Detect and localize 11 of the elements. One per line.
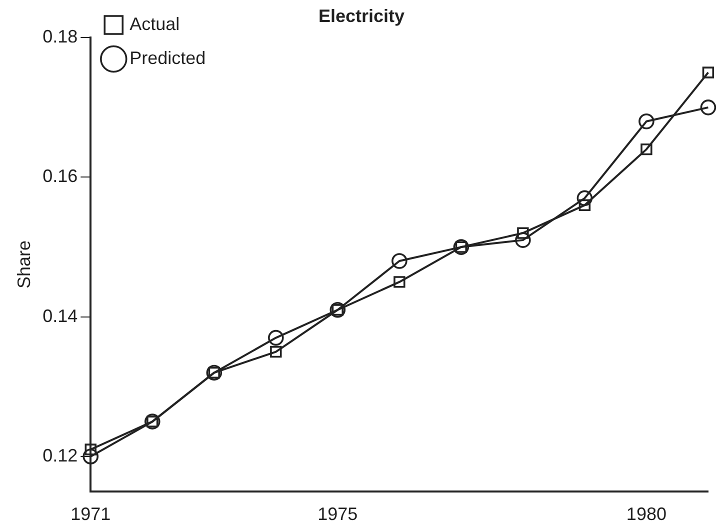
y-tick-label: 0.12 — [42, 445, 78, 466]
legend-label: Predicted — [130, 48, 206, 68]
legend-label: Actual — [130, 14, 180, 34]
x-tick-label: 1975 — [318, 504, 358, 524]
x-tick-label: 1971 — [70, 504, 111, 524]
y-tick-label: 0.14 — [42, 306, 78, 326]
y-axis-title: Share — [14, 240, 34, 289]
y-tick-label: 0.18 — [42, 26, 78, 47]
x-tick-label: 1980 — [626, 504, 666, 524]
chart-title: Electricity — [318, 6, 405, 26]
y-tick-label: 0.16 — [42, 166, 78, 186]
